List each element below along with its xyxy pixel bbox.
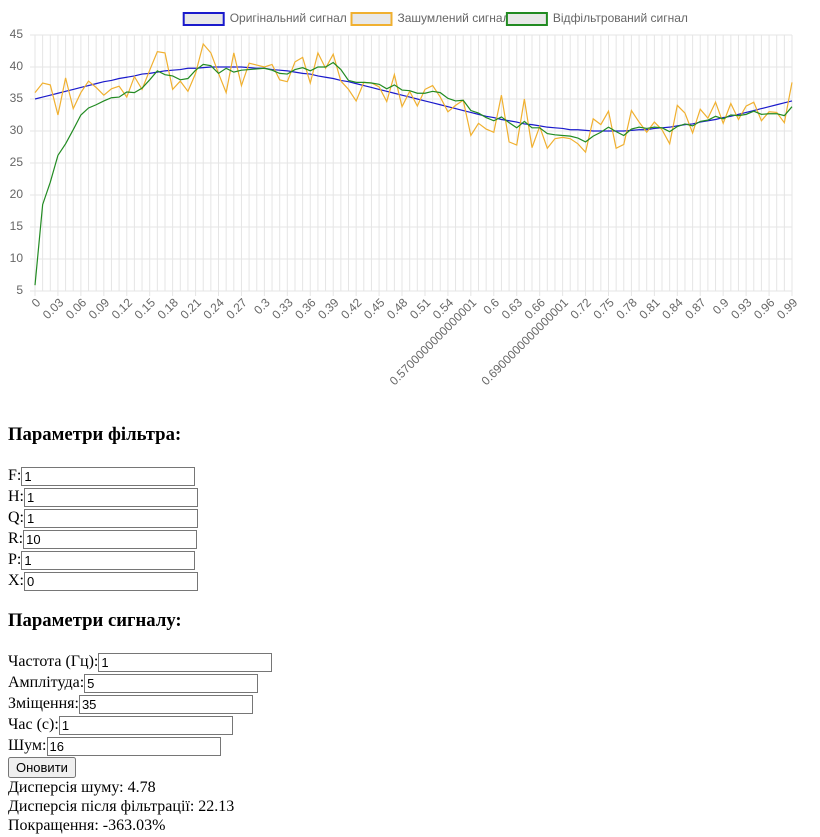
- field-input[interactable]: [46, 736, 221, 756]
- field-label: P:: [8, 551, 22, 568]
- x-tick-label: 0.18: [155, 295, 182, 322]
- y-tick-label: 45: [10, 27, 24, 41]
- x-tick-label: 0.96: [751, 295, 778, 322]
- field-input[interactable]: [24, 571, 198, 591]
- field-label: X:: [8, 572, 24, 589]
- x-tick-label: 0: [29, 295, 44, 310]
- field-label: Шум:: [8, 737, 47, 754]
- field-input[interactable]: [21, 550, 196, 570]
- field-row: H:: [8, 486, 820, 507]
- x-tick-label: 0.09: [86, 295, 113, 322]
- results: Дисперсія шуму: 4.78 Дисперсія після філь…: [8, 778, 820, 835]
- x-tick-label: 0.93: [728, 295, 755, 322]
- field-label: F:: [8, 467, 22, 484]
- x-tick-label: 0.51: [407, 295, 434, 322]
- y-tick-label: 15: [10, 219, 24, 233]
- field-row: Амплітуда:: [8, 672, 820, 693]
- y-tick-label: 35: [10, 91, 24, 105]
- field-row: R:: [8, 528, 820, 549]
- x-tick-label: 0.06: [63, 295, 90, 322]
- x-tick-label: 0.78: [613, 295, 640, 322]
- x-tick-label: 0.27: [223, 295, 250, 322]
- field-row: P:: [8, 549, 820, 570]
- x-tick-label: 0.42: [338, 295, 365, 322]
- field-row: Зміщення:: [8, 693, 820, 714]
- x-tick-label: 0.84: [659, 295, 686, 322]
- section-title: Параметри фільтра:: [8, 424, 182, 445]
- section-title: Параметри сигналу:: [8, 610, 182, 631]
- field-label: Зміщення:: [8, 695, 79, 712]
- chart: Оригінальний сигнал Зашумлений сигнал Відф…: [10, 11, 801, 388]
- legend-label: Оригінальний сигнал: [230, 11, 347, 25]
- x-tick-label: 0.33: [269, 295, 296, 322]
- field-group: Частота (Гц): Амплітуда: Зміщення: Час (с):…: [8, 651, 820, 756]
- field-label: Час (с):: [8, 716, 59, 733]
- legend-label: Відфільтрований сигнал: [553, 11, 688, 25]
- x-tick-label: 0.3: [251, 295, 273, 317]
- x-tick-label: 0.75: [590, 295, 617, 322]
- field-label: Амплітуда:: [8, 674, 85, 691]
- x-tick-label: 0.72: [567, 295, 594, 322]
- update-button[interactable]: Оновити: [8, 757, 76, 778]
- legend-swatch: [182, 12, 225, 26]
- x-tick-label: 0.12: [109, 295, 136, 322]
- field-label: H:: [8, 488, 24, 505]
- field-row: Шум:: [8, 735, 820, 756]
- field-label: R:: [8, 530, 24, 547]
- x-tick-label: 0.15: [132, 295, 159, 322]
- y-tick-label: 5: [16, 283, 23, 297]
- legend-swatch: [350, 12, 393, 26]
- x-tick-label: 0.48: [384, 295, 411, 322]
- field-row: Q:: [8, 507, 820, 528]
- field-input[interactable]: [78, 694, 253, 714]
- field-input[interactable]: [24, 508, 198, 528]
- legend-swatch: [505, 12, 548, 26]
- field-input[interactable]: [84, 673, 259, 693]
- form: Параметри фільтра: F: H: Q: R: P: X: Параметр…: [0, 424, 820, 835]
- y-tick-label: 30: [10, 123, 24, 137]
- x-tick-label: 0.45: [361, 295, 388, 322]
- field-group: F: H: Q: R: P: X:: [8, 465, 820, 591]
- x-tick-label: 0.63: [499, 295, 526, 322]
- y-tick-label: 10: [10, 251, 24, 265]
- y-tick-label: 20: [10, 187, 24, 201]
- x-tick-label: 0.21: [178, 295, 205, 322]
- field-input[interactable]: [98, 652, 273, 672]
- x-tick-label: 0.36: [292, 295, 319, 322]
- x-tick-label: 0.81: [636, 295, 663, 322]
- field-input[interactable]: [21, 466, 196, 486]
- x-tick-label: 0.9: [710, 295, 732, 317]
- legend-label: Зашумлений сигнал: [398, 11, 510, 25]
- x-tick-label: 0.6: [480, 295, 502, 317]
- result-line: Дисперсія після фільтрації: 22.13: [8, 798, 235, 815]
- field-row: Час (с):: [8, 714, 820, 735]
- result-line: Покращення: -363.03%: [8, 817, 166, 834]
- field-label: Частота (Гц):: [8, 653, 99, 670]
- field-input[interactable]: [58, 715, 233, 735]
- field-row: Частота (Гц):: [8, 651, 820, 672]
- series-line: [34, 61, 793, 286]
- y-tick-label: 40: [10, 59, 24, 73]
- field-label: Q:: [8, 509, 24, 526]
- field-input[interactable]: [24, 487, 198, 507]
- field-row: F:: [8, 465, 820, 486]
- field-input[interactable]: [23, 529, 198, 549]
- x-tick-label: 0.03: [40, 295, 67, 322]
- x-tick-label: 0.24: [200, 295, 227, 322]
- x-tick-label: 0.39: [315, 295, 342, 322]
- y-tick-label: 25: [10, 155, 24, 169]
- field-row: X:: [8, 570, 820, 591]
- series-line: [34, 42, 793, 154]
- x-tick-label: 0.99: [774, 295, 801, 322]
- result-line: Дисперсія шуму: 4.78: [8, 779, 156, 796]
- x-tick-label: 0.87: [682, 295, 709, 322]
